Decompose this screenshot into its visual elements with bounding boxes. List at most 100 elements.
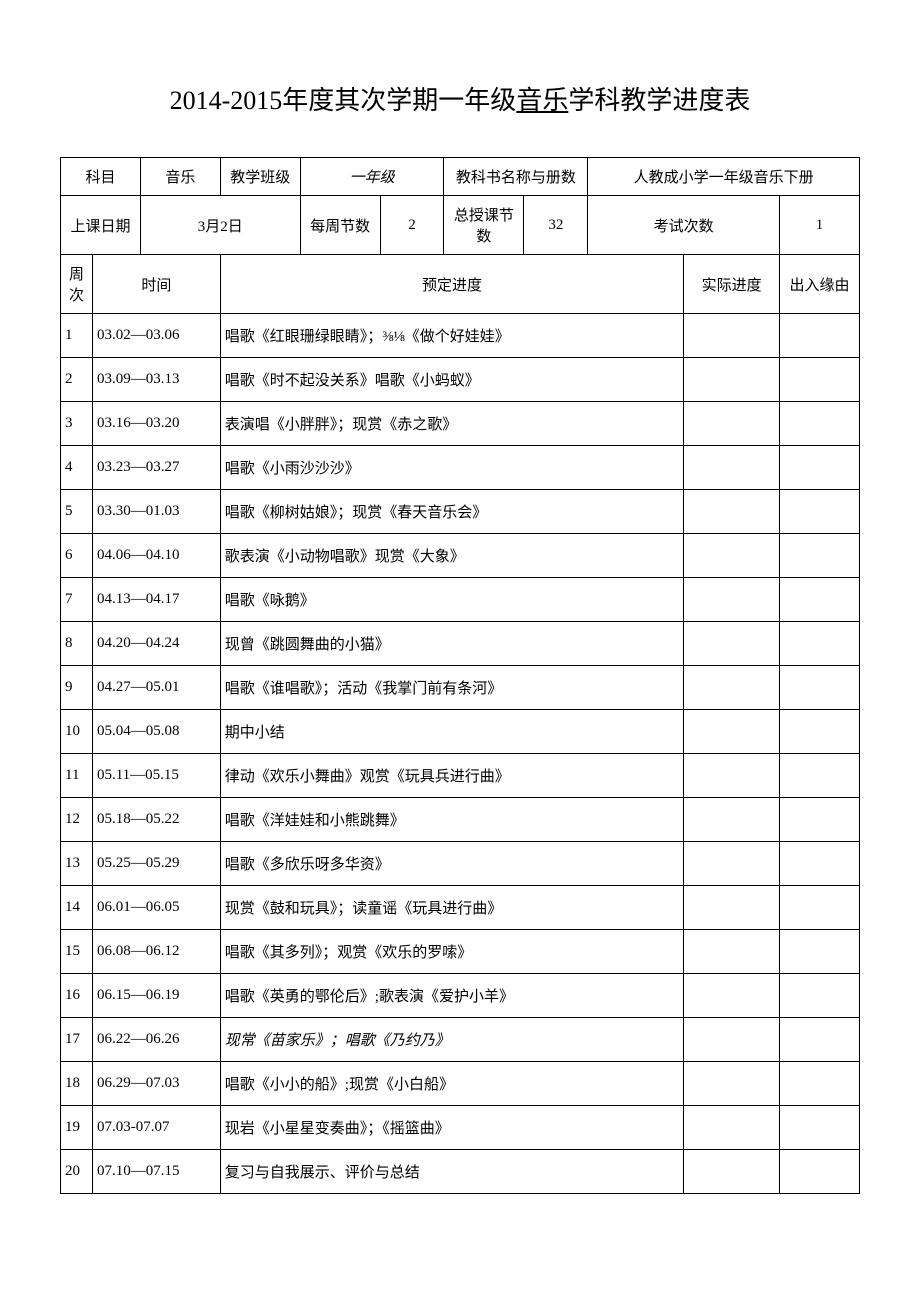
actual-cell (684, 930, 780, 974)
reason-cell (780, 930, 860, 974)
week-cell: 16 (61, 974, 93, 1018)
time-cell: 05.11—05.15 (92, 754, 220, 798)
week-cell: 11 (61, 754, 93, 798)
time-cell: 05.18—05.22 (92, 798, 220, 842)
plan-cell: 唱歌《红眼珊绿眼睛》；⅜⅛《做个好娃娃》 (220, 314, 683, 358)
actual-cell (684, 402, 780, 446)
actual-cell (684, 534, 780, 578)
actual-cell (684, 842, 780, 886)
subject-label: 科目 (61, 158, 141, 196)
time-cell: 07.10—07.15 (92, 1150, 220, 1194)
plan-cell: 唱歌《谁唱歌》；活动《我掌门前有条河》 (220, 666, 683, 710)
reason-cell (780, 622, 860, 666)
reason-cell (780, 1150, 860, 1194)
plan-cell: 复习与自我展示、评价与总结 (220, 1150, 683, 1194)
time-cell: 06.22—06.26 (92, 1018, 220, 1062)
date-label: 上课日期 (61, 196, 141, 255)
actual-cell (684, 1062, 780, 1106)
week-cell: 5 (61, 490, 93, 534)
table-row: 804.20—04.24现曾《跳圆舞曲的小猫》 (61, 622, 860, 666)
table-row: 1706.22—06.26现常《苗家乐》；唱歌《乃约乃》 (61, 1018, 860, 1062)
subject-value: 音乐 (140, 158, 220, 196)
reason-cell (780, 358, 860, 402)
time-cell: 03.02—03.06 (92, 314, 220, 358)
table-row: 2007.10—07.15复习与自我展示、评价与总结 (61, 1150, 860, 1194)
table-row: 1105.11—05.15律动《欢乐小舞曲》观赏《玩具兵进行曲》 (61, 754, 860, 798)
week-cell: 17 (61, 1018, 93, 1062)
reason-cell (780, 666, 860, 710)
reason-cell (780, 754, 860, 798)
actual-cell (684, 886, 780, 930)
week-cell: 18 (61, 1062, 93, 1106)
plan-cell: 唱歌《小雨沙沙沙》 (220, 446, 683, 490)
plan-cell: 唱歌《时不起没关系》唱歌《小蚂蚁》 (220, 358, 683, 402)
actual-cell (684, 798, 780, 842)
column-header-row: 周次 时间 预定进度 实际进度 出入缘由 (61, 255, 860, 314)
schedule-table: 科目 音乐 教学班级 一年级 教科书名称与册数 人教成小学一年级音乐下册 上课日… (60, 157, 860, 1194)
plan-cell: 现岩《小星星变奏曲》；《摇篮曲》 (220, 1106, 683, 1150)
table-row: 1005.04—05.08期中小结 (61, 710, 860, 754)
week-cell: 8 (61, 622, 93, 666)
table-row: 1606.15—06.19唱歌《英勇的鄂伦后》;歌表演《爱护小羊》 (61, 974, 860, 1018)
actual-cell (684, 622, 780, 666)
table-row: 1907.03-07.07现岩《小星星变奏曲》；《摇篮曲》 (61, 1106, 860, 1150)
table-row: 103.02—03.06唱歌《红眼珊绿眼睛》；⅜⅛《做个好娃娃》 (61, 314, 860, 358)
table-row: 303.16—03.20表演唱《小胖胖》；现赏《赤之歌》 (61, 402, 860, 446)
week-cell: 4 (61, 446, 93, 490)
table-row: 704.13—04.17唱歌《咏鹅》 (61, 578, 860, 622)
header-row-2: 上课日期 3月2日 每周节数 2 总授课节数 32 考试次数 1 (61, 196, 860, 255)
table-row: 1506.08—06.12唱歌《其多列》；观赏《欢乐的罗嗦》 (61, 930, 860, 974)
week-cell: 13 (61, 842, 93, 886)
reason-cell (780, 578, 860, 622)
col-time: 时间 (92, 255, 220, 314)
week-cell: 14 (61, 886, 93, 930)
reason-cell (780, 446, 860, 490)
plan-cell: 唱歌《英勇的鄂伦后》;歌表演《爱护小羊》 (220, 974, 683, 1018)
table-row: 604.06—04.10歌表演《小动物唱歌》现赏《大象》 (61, 534, 860, 578)
week-cell: 7 (61, 578, 93, 622)
actual-cell (684, 710, 780, 754)
reason-cell (780, 798, 860, 842)
table-row: 1205.18—05.22唱歌《洋娃娃和小熊跳舞》 (61, 798, 860, 842)
page-title: 2014-2015年度其次学期一年级音乐学科教学进度表 (60, 80, 860, 117)
actual-cell (684, 974, 780, 1018)
time-cell: 05.04—05.08 (92, 710, 220, 754)
table-row: 1406.01—06.05现赏《鼓和玩具》；读童谣《玩具进行曲》 (61, 886, 860, 930)
time-cell: 04.06—04.10 (92, 534, 220, 578)
book-label: 教科书名称与册数 (444, 158, 588, 196)
title-prefix: 2014-2015年度其次学期一年级 (170, 86, 517, 115)
plan-cell: 现常《苗家乐》；唱歌《乃约乃》 (220, 1018, 683, 1062)
plan-cell: 现赏《鼓和玩具》；读童谣《玩具进行曲》 (220, 886, 683, 930)
plan-cell: 唱歌《其多列》；观赏《欢乐的罗嗦》 (220, 930, 683, 974)
time-cell: 06.08—06.12 (92, 930, 220, 974)
time-cell: 07.03-07.07 (92, 1106, 220, 1150)
weekly-value: 2 (380, 196, 444, 255)
plan-cell: 现曾《跳圆舞曲的小猫》 (220, 622, 683, 666)
week-cell: 10 (61, 710, 93, 754)
time-cell: 03.23—03.27 (92, 446, 220, 490)
plan-cell: 表演唱《小胖胖》；现赏《赤之歌》 (220, 402, 683, 446)
plan-cell: 歌表演《小动物唱歌》现赏《大象》 (220, 534, 683, 578)
total-label: 总授课节数 (444, 196, 524, 255)
actual-cell (684, 666, 780, 710)
actual-cell (684, 490, 780, 534)
reason-cell (780, 1106, 860, 1150)
class-label: 教学班级 (220, 158, 300, 196)
total-value: 32 (524, 196, 588, 255)
table-row: 503.30—01.03唱歌《柳树姑娘》；现赏《春天音乐会》 (61, 490, 860, 534)
time-cell: 05.25—05.29 (92, 842, 220, 886)
col-plan: 预定进度 (220, 255, 683, 314)
reason-cell (780, 710, 860, 754)
col-actual: 实际进度 (684, 255, 780, 314)
table-row: 1305.25—05.29唱歌《多欣乐呀多华资》 (61, 842, 860, 886)
reason-cell (780, 1018, 860, 1062)
plan-cell: 唱歌《柳树姑娘》；现赏《春天音乐会》 (220, 490, 683, 534)
class-value: 一年级 (300, 158, 444, 196)
table-row: 904.27—05.01唱歌《谁唱歌》；活动《我掌门前有条河》 (61, 666, 860, 710)
actual-cell (684, 314, 780, 358)
reason-cell (780, 842, 860, 886)
reason-cell (780, 490, 860, 534)
actual-cell (684, 1018, 780, 1062)
week-cell: 3 (61, 402, 93, 446)
exam-value: 1 (780, 196, 860, 255)
